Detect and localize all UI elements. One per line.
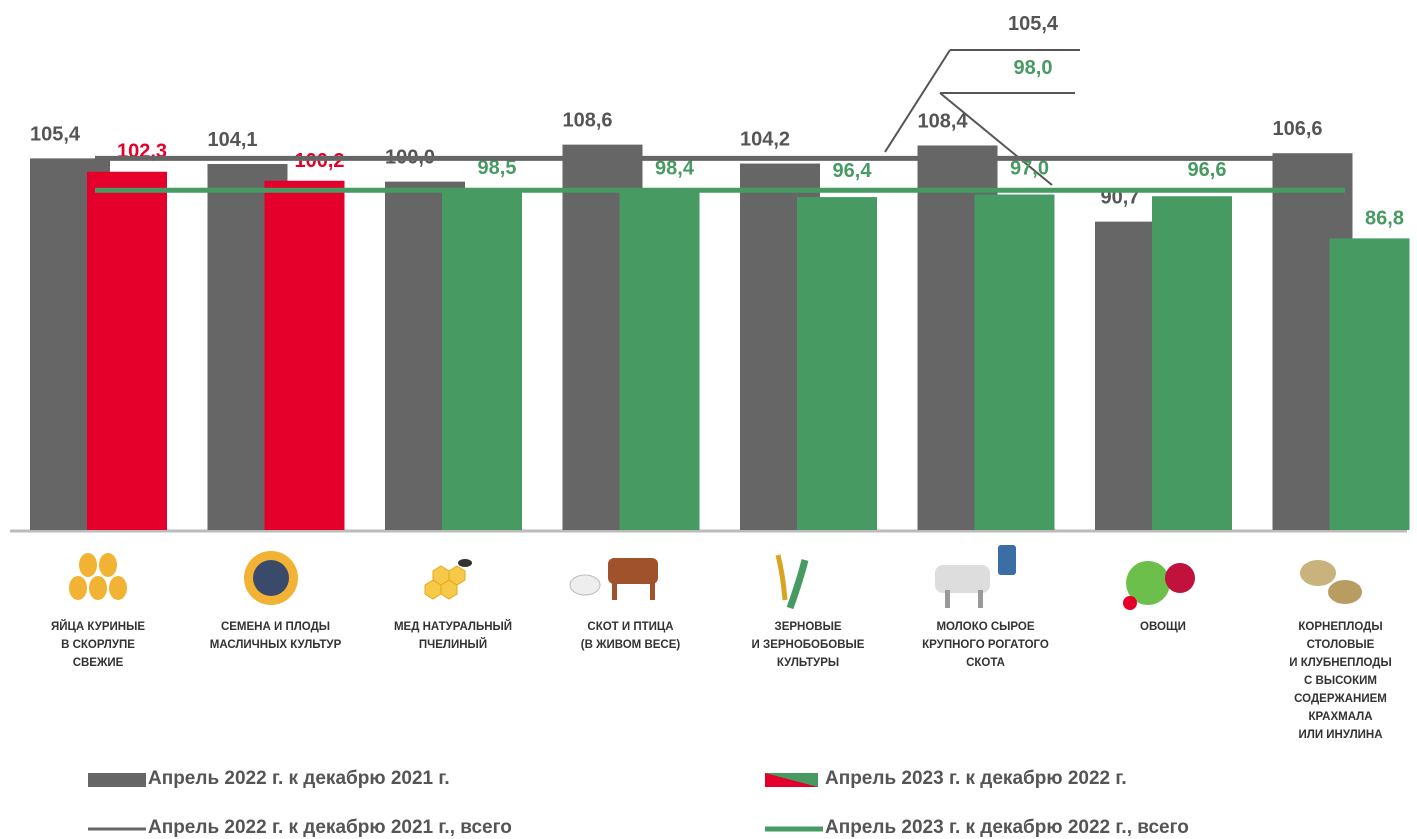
value-label: 106,6 (1272, 118, 1322, 140)
category-label: КОРНЕПЛОДЫ СТОЛОВЫЕ И КЛУБНЕПЛОДЫ С ВЫСО… (1289, 621, 1392, 741)
bar (1152, 196, 1232, 530)
category-label: МОЛОКО СЫРОЕ КРУПНОГО РОГАТОГО СКОТА (922, 621, 1049, 669)
bar (619, 188, 700, 530)
category-label: СКОТ И ПТИЦА (В ЖИВОМ ВЕСЕ) (580, 621, 681, 651)
legend-swatch (765, 773, 818, 787)
legend-label: Апрель 2023 г. к декабрю 2022 г. (825, 768, 1127, 789)
bar (264, 180, 345, 530)
legend-label: Апрель 2022 г. к декабрю 2021 г. (148, 768, 450, 789)
value-label: 105,4 (30, 123, 81, 145)
legend-swatch (88, 773, 146, 787)
bar (797, 197, 877, 530)
bar (1329, 238, 1410, 531)
category-label: МЕД НАТУРАЛЬНЫЙ ПЧЕЛИНЫЙ (393, 621, 513, 651)
value-label: 96,6 (1188, 159, 1227, 181)
value-label: 98,5 (478, 157, 517, 179)
value-label: 108,6 (562, 110, 612, 132)
category-label: ЯЙЦА КУРИНЫЕ В СКОРЛУПЕ СВЕЖИЕ (50, 621, 146, 669)
bar (974, 194, 1055, 531)
value-label: 104,1 (207, 129, 257, 151)
value-label: 108,4 (917, 110, 968, 132)
category-label: ЗЕРНОВЫЕ И ЗЕРНОБОБОВЫЕ КУЛЬТУРЫ (751, 621, 865, 669)
value-label: 104,2 (740, 129, 790, 151)
value-label: 86,8 (1365, 207, 1404, 229)
value-label: 98,4 (655, 157, 695, 179)
legend-label: Апрель 2023 г. к декабрю 2022 г., всего (825, 817, 1189, 838)
icons (69, 545, 1362, 610)
value-label: 96,4 (833, 160, 873, 182)
reference-label: 105,4 (1008, 13, 1059, 35)
bar (442, 188, 522, 530)
legend-label: Апрель 2022 г. к декабрю 2021 г., всего (148, 817, 512, 838)
category-label: СЕМЕНА И ПЛОДЫ МАСЛИЧНЫХ КУЛЬТУР (209, 621, 342, 651)
bar (87, 171, 167, 530)
value-label: 97,0 (1010, 158, 1049, 180)
category-label: ОВОЩИ (1140, 621, 1186, 633)
callout (939, 92, 1053, 186)
reference-label: 98,0 (1014, 57, 1053, 79)
callout (884, 49, 951, 153)
